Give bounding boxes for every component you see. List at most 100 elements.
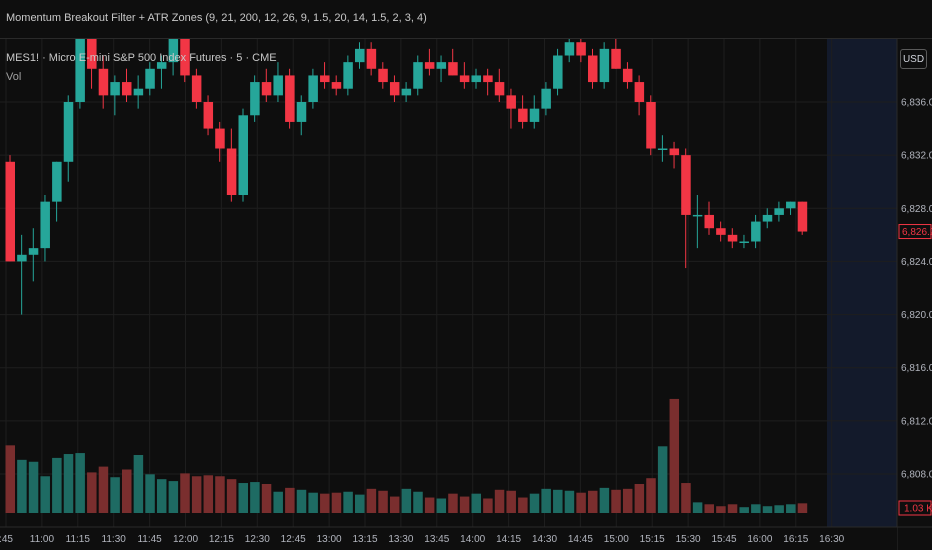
time-tick-label: 14:45: [568, 534, 593, 545]
price-tick-label: 6,824.00: [901, 257, 932, 268]
price-tick-label: 6,808.00: [901, 470, 932, 481]
candle-body: [63, 102, 74, 162]
price-tick-label: 6,836.00: [901, 98, 932, 109]
volume-bar: [727, 504, 738, 513]
volume-bar: [156, 479, 167, 513]
candle-body: [168, 39, 179, 63]
symbol-legend[interactable]: MES1! · Micro E-mini S&P 500 Index Futur…: [6, 52, 277, 64]
time-tick-label: 14:00: [460, 534, 485, 545]
indicator-bar: Momentum Breakout Filter + ATR Zones (9,…: [0, 0, 932, 39]
candle-body: [681, 155, 691, 215]
candle-body: [599, 48, 610, 83]
volume-bar: [203, 475, 214, 513]
volume-bar: [518, 497, 528, 513]
volume-bar: [448, 493, 458, 513]
candle-body: [541, 88, 551, 109]
volume-bar: [704, 504, 714, 513]
candle-body: [98, 68, 109, 96]
volume-bar: [786, 504, 796, 513]
volume-bar: [436, 498, 447, 513]
candle-body: [238, 115, 248, 195]
price-axis[interactable]: [897, 39, 932, 550]
volume-bar: [669, 398, 680, 513]
volume-bar: [751, 504, 761, 513]
volume-bar: [296, 489, 307, 513]
time-tick-label: 15:30: [676, 534, 701, 545]
volume-bar: [110, 477, 120, 513]
candle-body: [797, 201, 808, 232]
last-price-marker: [898, 224, 932, 240]
time-tick-label: 13:45: [424, 534, 449, 545]
volume-bar: [681, 483, 691, 513]
currency-button[interactable]: USD: [900, 49, 927, 69]
volume-bar: [40, 476, 50, 513]
candle-body: [52, 161, 62, 202]
chart-area[interactable]: 6,836.00 6,832.00 6,828.00 6,824.00 6,820.00…: [0, 39, 932, 550]
volume-bar: [529, 493, 540, 513]
candle-body: [727, 234, 738, 242]
volume-bar: [98, 466, 109, 513]
candle-body: [40, 201, 50, 249]
time-tick-label: 15:45: [711, 534, 736, 545]
volume-bar: [739, 507, 749, 513]
indicator-title[interactable]: Momentum Breakout Filter + ATR Zones (9,…: [6, 12, 427, 24]
volume-bar: [471, 493, 481, 513]
volume-bar: [28, 461, 39, 513]
volume-bar: [378, 490, 388, 513]
candle-body: [669, 148, 680, 156]
candle-body: [506, 95, 516, 109]
candle-body: [657, 148, 668, 150]
volume-bar: [494, 489, 505, 513]
time-tick-label: 13:30: [388, 534, 413, 545]
volume-bar: [308, 492, 318, 513]
candle-body: [389, 82, 400, 96]
time-tick-label: 15:00: [604, 534, 629, 545]
price-chart[interactable]: 6,836.00 6,832.00 6,828.00 6,824.00 6,820.00…: [0, 39, 932, 550]
volume-bar: [424, 497, 435, 513]
candle-body: [17, 254, 27, 262]
price-tick-label: 6,832.00: [901, 151, 932, 162]
time-tick-label: 15:15: [640, 534, 665, 545]
volume-bar: [797, 503, 808, 513]
time-axis[interactable]: [0, 527, 897, 550]
candle-body: [692, 214, 703, 217]
candle-body: [739, 241, 749, 243]
volume-bar: [285, 487, 295, 513]
candle-body: [413, 62, 423, 89]
candle-body: [156, 62, 167, 69]
candle-body: [250, 82, 260, 116]
volume-bar: [692, 502, 703, 513]
candle-body: [203, 102, 214, 129]
volume-bar: [541, 488, 551, 513]
volume-bar: [75, 453, 85, 513]
time-tick-label: 13:15: [352, 534, 377, 545]
volume-legend[interactable]: Vol: [6, 71, 22, 83]
volume-bar: [355, 494, 365, 513]
volume-bar: [483, 498, 493, 513]
volume-bar: [401, 488, 412, 513]
candle-body: [133, 88, 144, 96]
candle-body: [378, 68, 388, 83]
candle-body: [122, 82, 132, 96]
candle-body: [87, 39, 97, 69]
candle-body: [5, 161, 15, 262]
candle-body: [28, 248, 39, 255]
candle-body: [518, 108, 528, 122]
time-tick-label: 16:15: [783, 534, 808, 545]
last-volume-marker: [898, 500, 932, 516]
candle-body: [191, 75, 202, 102]
volume-bar: [250, 482, 260, 513]
candle-body: [483, 75, 493, 83]
volume-bar: [459, 496, 470, 513]
time-tick-label: 12:45: [281, 534, 306, 545]
session-highlight: [827, 39, 897, 527]
candle-body: [646, 102, 656, 149]
volume-bar: [553, 489, 563, 513]
candle-body: [459, 75, 470, 83]
volume-bar: [261, 484, 272, 513]
volume-bar: [5, 445, 15, 513]
candle-body: [366, 48, 377, 69]
candle-body: [716, 228, 726, 235]
volume-bar: [215, 476, 225, 513]
volume-bar: [413, 491, 423, 513]
